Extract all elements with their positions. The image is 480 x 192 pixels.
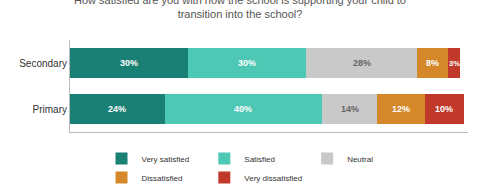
svg-text:Dissatisfied: Dissatisfied bbox=[142, 174, 183, 183]
svg-text:30%: 30% bbox=[238, 58, 256, 68]
svg-text:40%: 40% bbox=[234, 104, 252, 114]
svg-text:Neutral: Neutral bbox=[347, 155, 373, 164]
svg-text:14%: 14% bbox=[341, 104, 359, 114]
svg-text:Satisfied: Satisfied bbox=[244, 155, 275, 164]
svg-text:24%: 24% bbox=[108, 104, 126, 114]
svg-text:Very dissatisfied: Very dissatisfied bbox=[244, 174, 302, 183]
svg-text:How satisfied are you with how: How satisfied are you with how the schoo… bbox=[74, 0, 406, 20]
svg-text:28%: 28% bbox=[353, 58, 371, 68]
svg-text:10%: 10% bbox=[435, 104, 453, 114]
svg-text:3%: 3% bbox=[449, 59, 460, 68]
svg-text:12%: 12% bbox=[392, 104, 410, 114]
svg-text:Secondary: Secondary bbox=[19, 58, 67, 69]
svg-text:8%: 8% bbox=[426, 58, 439, 68]
svg-text:Primary: Primary bbox=[33, 104, 67, 115]
svg-text:30%: 30% bbox=[120, 58, 138, 68]
svg-text:Very satisfied: Very satisfied bbox=[142, 155, 190, 164]
